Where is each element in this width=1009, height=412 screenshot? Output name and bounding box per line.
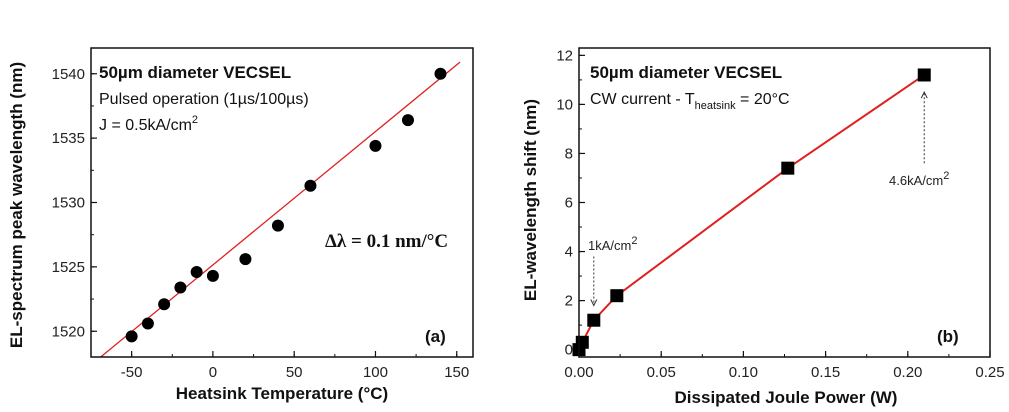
panel-a-ylabel: EL-spectrum peak wavelength (nm) <box>7 62 26 348</box>
panel-b-data-point <box>587 313 601 327</box>
panel-b-ticks: 0.00 0.05 0.10 0.15 0.20 0.25 0 2 4 6 8 10 12 <box>556 47 1004 381</box>
panel-b-cw-sub: heatsink <box>695 100 736 112</box>
panel-a-fit-line <box>99 61 461 357</box>
panel-a-xtick-label: -50 <box>121 364 143 381</box>
panel-a-label: (a) <box>425 327 446 346</box>
panel-a-data-point <box>158 298 171 311</box>
panel-a-current-main: J = 0.5kA/cm <box>99 117 192 134</box>
panel-a-xtick-label: 50 <box>286 364 303 381</box>
panel-a-ytick-label: 1530 <box>52 195 85 212</box>
panel-a-ytick-label: 1520 <box>52 323 85 340</box>
panel-a-slope-annotation: Δλ = 0.1 nm/°C <box>325 231 448 252</box>
panel-a-current-sup: 2 <box>192 114 198 126</box>
panel-b-label: (b) <box>937 327 959 346</box>
panel-b-high-sup: 2 <box>943 170 949 182</box>
panel-a-frame <box>90 47 474 358</box>
panel-b-low-sup: 2 <box>631 235 637 247</box>
panel-b-ytick-label: 8 <box>565 145 573 162</box>
panel-b-cw-tail: = 20°C <box>736 91 790 108</box>
panel-a-data-point <box>239 253 252 266</box>
panel-b-annotation-cw: CW current - Theatsink = 20°C <box>590 91 790 112</box>
panel-b-frame <box>578 47 991 358</box>
panel-b-xtick-label: 0.00 <box>564 364 593 381</box>
panel-a-xtick-label: 100 <box>363 364 388 381</box>
panel-a-ytick-label: 1535 <box>52 130 85 147</box>
panel-a-ticks: -50 0 50 100 150 1520 1525 1530 1535 1540 <box>52 66 470 381</box>
panel-b-ytick-label: 6 <box>565 195 573 212</box>
panel-b-xtick-label: 0.05 <box>647 364 676 381</box>
panel-a-ytick-label: 1525 <box>52 259 85 276</box>
panel-a: -50 0 50 100 150 1520 1525 1530 1535 1540 50µm di… <box>7 47 474 403</box>
panel-a-xlabel: Heatsink Temperature (°C) <box>176 384 388 403</box>
panel-b-ytick-label: 10 <box>556 96 573 113</box>
panel-b-xlabel: Dissipated Joule Power (W) <box>675 388 898 407</box>
panel-b-arrow-high-head <box>920 91 928 99</box>
panel-b-data-point <box>781 161 795 175</box>
panel-b-annotation-high: 4.6kA/cm2 <box>889 170 949 188</box>
panel-a-ytick-label: 1540 <box>52 66 85 83</box>
panel-b-cw-main: CW current - T <box>590 91 695 108</box>
panel-a-xtick-label: 0 <box>209 364 217 381</box>
panel-a-title: 50µm diameter VECSEL <box>99 63 291 82</box>
panel-b-title: 50µm diameter VECSEL <box>590 63 782 82</box>
panel-b-high-main: 4.6kA/cm <box>889 173 943 188</box>
panel-b-points <box>572 68 931 357</box>
panel-a-data-point <box>190 266 203 279</box>
panel-b-data-point <box>610 289 624 303</box>
panel-a-data-point <box>401 114 414 127</box>
panel-a-data-point <box>434 67 447 80</box>
panel-b-xtick-label: 0.10 <box>729 364 758 381</box>
panel-b-ytick-label: 4 <box>565 244 573 261</box>
panel-a-fit-line <box>99 61 461 357</box>
panel-a-data-point <box>369 139 382 152</box>
panel-b-data-point <box>575 335 589 349</box>
panel-b-xtick-label: 0.25 <box>975 364 1004 381</box>
panel-b-ytick-label: 12 <box>556 47 573 64</box>
panel-a-xtick-label: 150 <box>444 364 469 381</box>
panel-b-series-line <box>578 74 925 351</box>
panel-b-annotation-low: 1kA/cm2 <box>588 235 637 253</box>
panel-a-data-point <box>174 281 187 294</box>
panel-b-ytick-label: 0 <box>565 342 573 359</box>
panel-b-ylabel: EL-wavelength shift (nm) <box>521 99 540 301</box>
panel-b-low-main: 1kA/cm <box>588 238 631 253</box>
panel-b: 0.00 0.05 0.10 0.15 0.20 0.25 0 2 4 6 8 10 12 50µm d… <box>521 47 1005 407</box>
panel-b-xtick-label: 0.15 <box>811 364 840 381</box>
panel-a-points <box>125 67 447 343</box>
panel-b-series-line <box>578 74 925 351</box>
panel-a-data-point <box>271 219 284 232</box>
panel-a-annotation-pulsed: Pulsed operation (1µs/100µs) <box>99 91 309 108</box>
panel-b-xtick-label: 0.20 <box>893 364 922 381</box>
panel-b-arrows <box>590 91 928 307</box>
panel-b-data-point <box>917 68 931 82</box>
panel-a-data-point <box>125 330 138 343</box>
panel-a-data-point <box>206 269 219 282</box>
panel-a-data-point <box>141 317 154 330</box>
panel-a-annotation-current: J = 0.5kA/cm2 <box>99 114 198 134</box>
panel-b-ytick-label: 2 <box>565 293 573 310</box>
panel-a-data-point <box>304 179 317 192</box>
panel-b-arrow-low-head <box>590 299 598 307</box>
